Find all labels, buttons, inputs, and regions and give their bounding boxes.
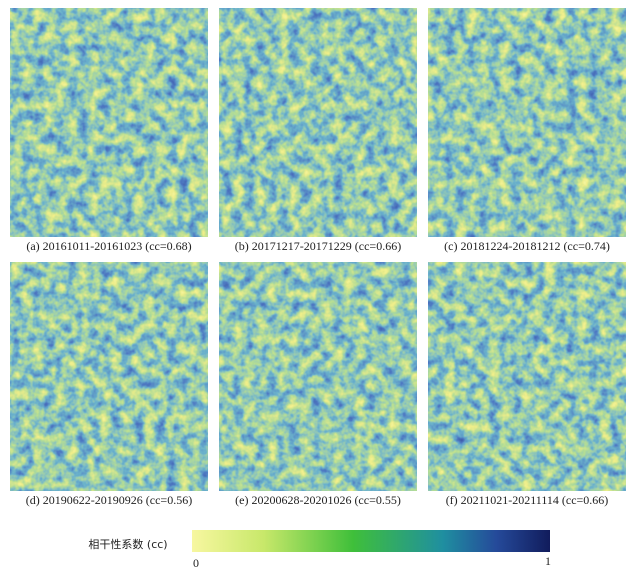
coherence-image xyxy=(219,262,417,491)
coherence-image xyxy=(428,8,626,237)
coherence-image xyxy=(10,262,208,491)
coherence-image xyxy=(428,262,626,491)
panel-caption: (a) 20161011-20161023 (cc=0.68) xyxy=(26,239,191,253)
panel-caption: (b) 20171217-20171229 (cc=0.66) xyxy=(235,239,401,253)
panel-caption: (e) 20200628-20201026 (cc=0.55) xyxy=(235,493,401,507)
colorbar-min: 0 xyxy=(193,556,199,570)
colorbar xyxy=(192,530,550,552)
coherence-image xyxy=(219,8,417,237)
panel-caption: (f) 20211021-20211114 (cc=0.66) xyxy=(446,493,609,507)
colorbar-label: 相干性系数 (cc) xyxy=(88,537,167,551)
coherence-image xyxy=(10,8,208,237)
panel-caption: (c) 20181224-20181212 (cc=0.74) xyxy=(444,239,610,253)
colorbar-max: 1 xyxy=(545,554,551,568)
panel-caption: (d) 20190622-20190926 (cc=0.56) xyxy=(26,493,192,507)
